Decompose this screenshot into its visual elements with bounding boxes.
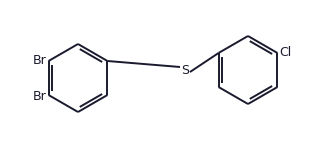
Text: Br: Br (33, 89, 46, 102)
Text: S: S (181, 64, 189, 77)
Text: Br: Br (33, 53, 46, 66)
Text: Cl: Cl (280, 46, 292, 60)
